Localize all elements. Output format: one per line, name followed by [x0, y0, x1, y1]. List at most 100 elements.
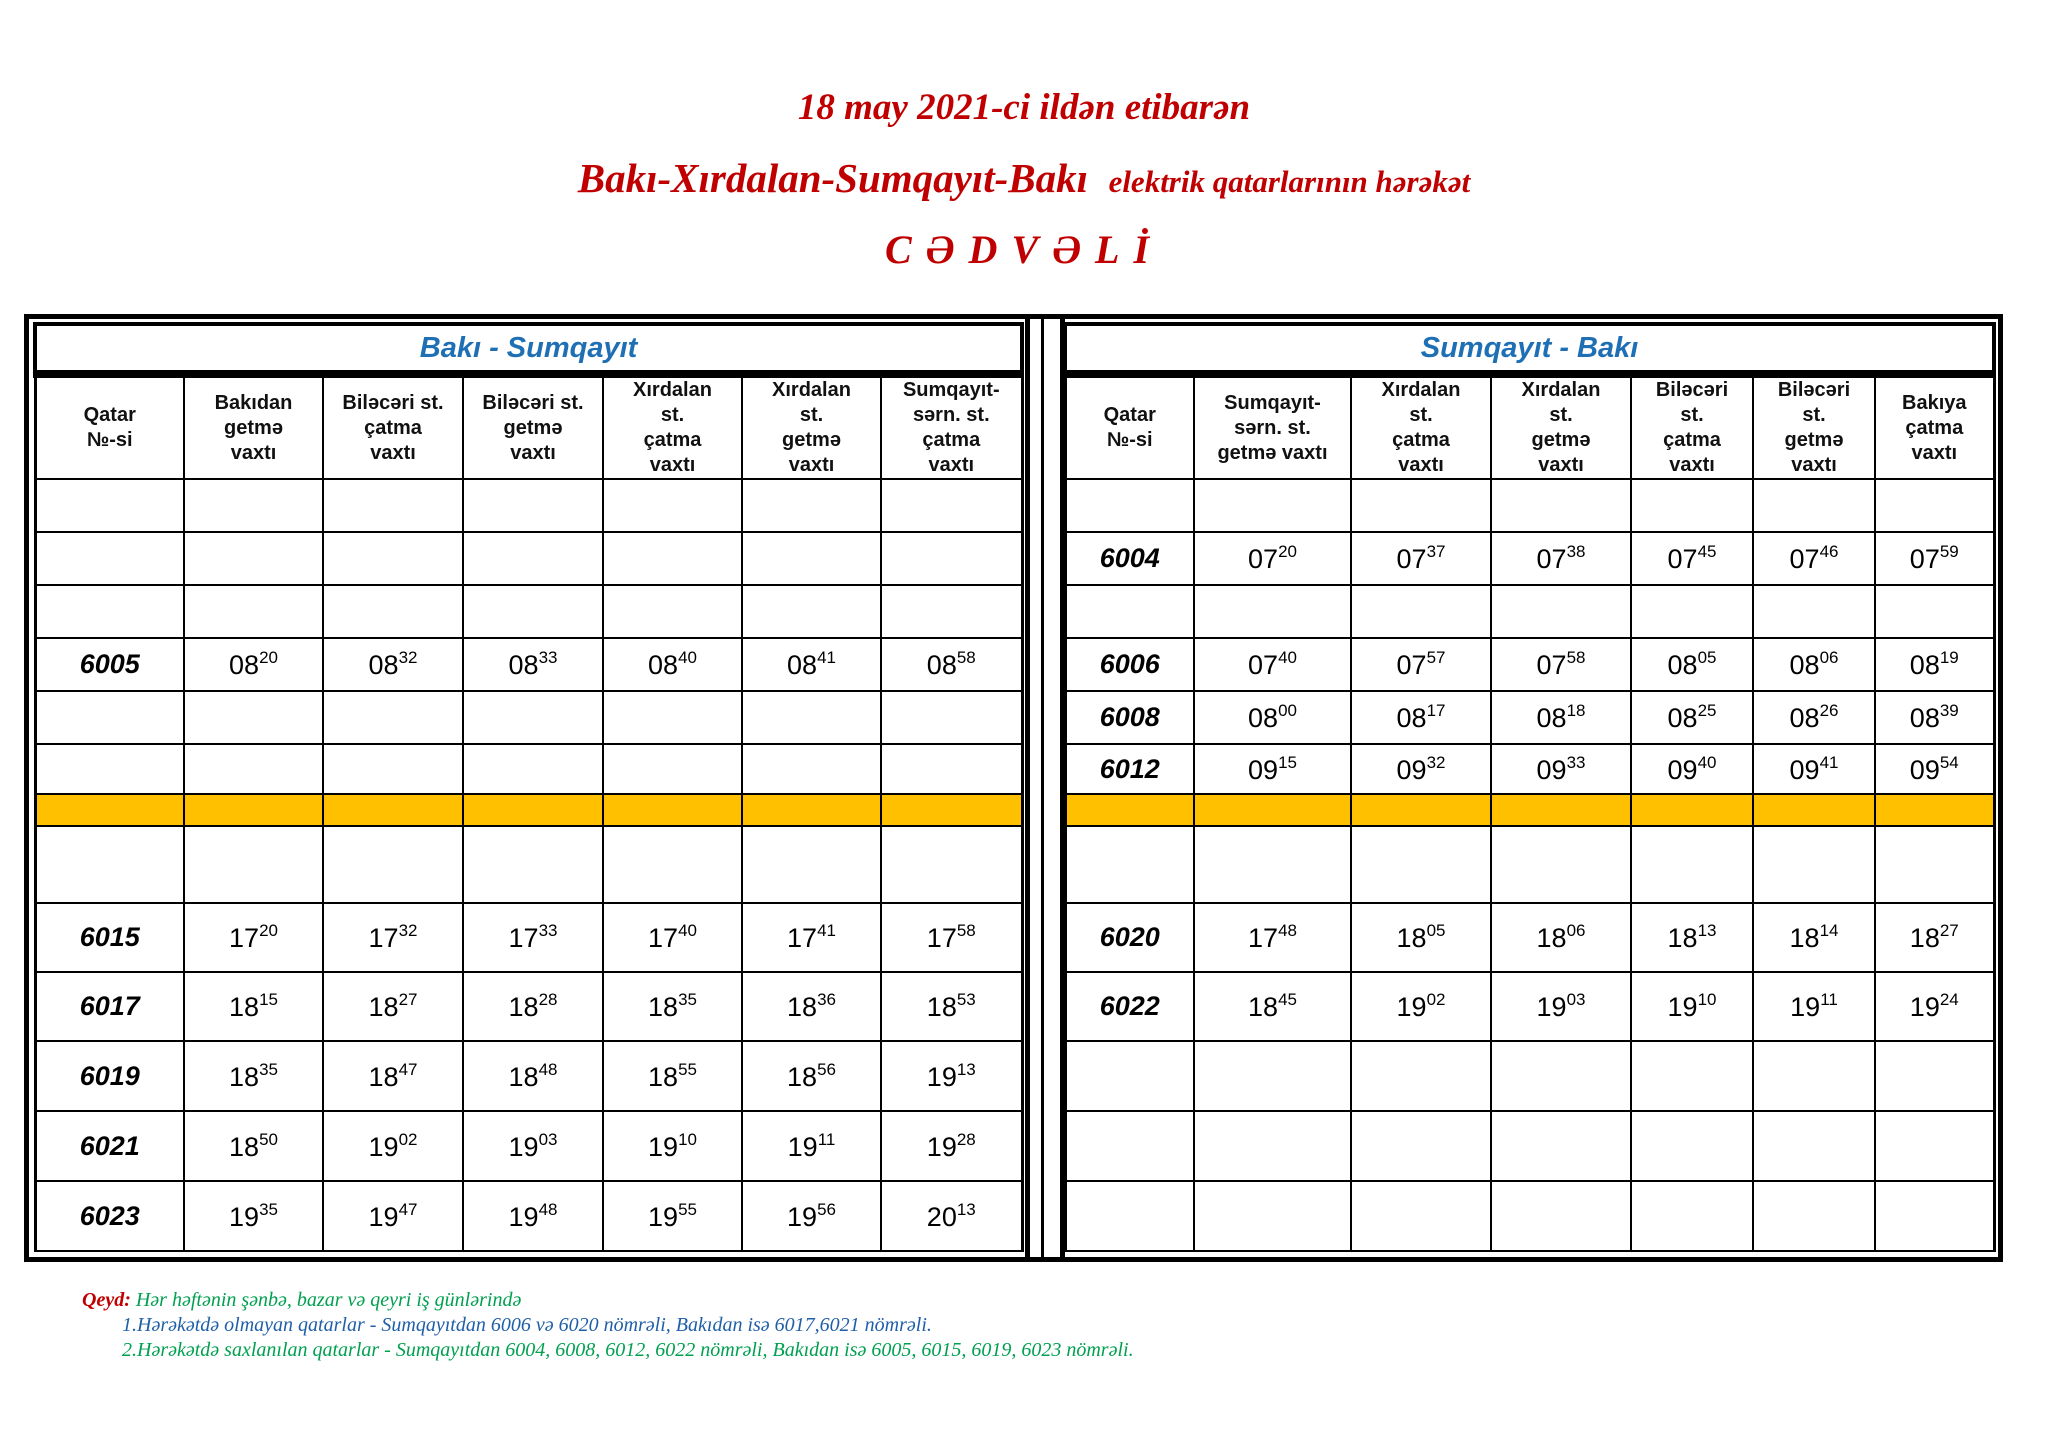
column-header: Qatar №-si — [33, 373, 185, 480]
time-cell — [1873, 1180, 1996, 1252]
time-cell: 0933 — [1490, 743, 1632, 795]
time-cell — [183, 478, 324, 533]
time-cell — [741, 690, 882, 745]
table-divider — [1025, 319, 1065, 1257]
column-header: Sumqayıt-sərn. st. çatma vaxtı — [879, 373, 1024, 480]
column-header: Sumqayıt-sərn. st. getmə vaxtı — [1193, 373, 1352, 480]
time-cell: 0759 — [1873, 531, 1996, 586]
time-cell: 1827 — [322, 971, 464, 1042]
time-cell — [1873, 793, 1996, 827]
column-header: Xırdalan st. getmə vaxtı — [1490, 373, 1632, 480]
time-cell: 0800 — [1193, 690, 1352, 745]
time-cell — [183, 743, 324, 795]
time-cell: 1847 — [322, 1040, 464, 1112]
time-cell: 1813 — [1630, 902, 1754, 973]
time-cell — [1350, 793, 1492, 827]
column-header: Biləcəri st. çatma vaxtı — [1630, 373, 1754, 480]
time-cell — [1490, 793, 1632, 827]
notes: Qeyd: Hər həftənin şənbə, bazar və qeyri… — [82, 1288, 1134, 1363]
train-number — [33, 793, 185, 827]
time-cell: 0832 — [322, 637, 464, 692]
time-cell: 1924 — [1873, 971, 1996, 1042]
time-cell — [462, 690, 604, 745]
right-schedule-table: Sumqayıt - Bakı Qatar №-si Sumqayıt-sərn. s… — [1062, 322, 1997, 1252]
time-cell: 0833 — [462, 637, 604, 692]
time-cell — [183, 690, 324, 745]
time-cell — [1193, 1040, 1352, 1112]
time-cell: 0720 — [1193, 531, 1352, 586]
time-cell: 1903 — [1490, 971, 1632, 1042]
train-number — [33, 690, 185, 745]
time-cell — [322, 531, 464, 586]
time-cell: 0737 — [1350, 531, 1492, 586]
column-header: Xırdalan st. getmə vaxtı — [741, 373, 882, 480]
time-cell — [1752, 825, 1876, 904]
time-cell: 0932 — [1350, 743, 1492, 795]
column-header: Bakıdan getmə vaxtı — [183, 373, 324, 480]
time-cell — [462, 584, 604, 639]
highlight-row — [33, 793, 1024, 827]
time-cell: 1910 — [602, 1110, 743, 1182]
time-cell — [322, 825, 464, 904]
train-number: 6020 — [1063, 902, 1195, 973]
time-cell — [602, 584, 743, 639]
table-row: 6017 1815 1827 1828 1835 1836 1853 — [33, 971, 1024, 1042]
time-cell: 1913 — [879, 1040, 1024, 1112]
timetable-frame: Bakı - Sumqayıt Qatar №-si Bakıdan getmə vaxt… — [24, 314, 2003, 1262]
train-number — [1063, 793, 1195, 827]
table-row: 6020 1748 1805 1806 1813 1814 1827 — [1063, 902, 1996, 973]
train-number — [33, 478, 185, 533]
train-number: 6005 — [33, 637, 185, 692]
time-cell — [1490, 478, 1632, 533]
time-cell — [1630, 1180, 1754, 1252]
time-cell: 1806 — [1490, 902, 1632, 973]
header-row: Qatar №-si Bakıdan getmə vaxtı Biləcəri st. ça… — [33, 373, 1024, 480]
time-cell: 0941 — [1752, 743, 1876, 795]
time-cell: 1845 — [1193, 971, 1352, 1042]
header-row: Qatar №-si Sumqayıt-sərn. st. getmə vaxtı Xı… — [1063, 373, 1996, 480]
time-cell — [1873, 1040, 1996, 1112]
time-cell — [741, 743, 882, 795]
time-cell — [1193, 793, 1352, 827]
table-row: 6021 1850 1902 1903 1910 1911 1928 — [33, 1110, 1024, 1182]
time-cell — [602, 793, 743, 827]
table-row — [33, 690, 1024, 745]
time-cell — [1752, 1040, 1876, 1112]
table-row: 6015 1720 1732 1733 1740 1741 1758 — [33, 902, 1024, 973]
time-cell: 0738 — [1490, 531, 1632, 586]
time-cell — [1752, 1180, 1876, 1252]
time-cell: 2013 — [879, 1180, 1024, 1252]
time-cell — [1630, 584, 1754, 639]
table-row — [1063, 1110, 1996, 1182]
train-number — [1063, 1180, 1195, 1252]
table-row — [1063, 1040, 1996, 1112]
table-row: 6006 0740 0757 0758 0805 0806 0819 — [1063, 637, 1996, 692]
table-row: 6004 0720 0737 0738 0745 0746 0759 — [1063, 531, 1996, 586]
time-cell: 0757 — [1350, 637, 1492, 692]
time-cell — [322, 690, 464, 745]
time-cell: 1732 — [322, 902, 464, 973]
time-cell — [1630, 1040, 1754, 1112]
time-cell: 0806 — [1752, 637, 1876, 692]
time-cell — [1350, 1040, 1492, 1112]
train-number — [33, 825, 185, 904]
time-cell — [1490, 825, 1632, 904]
table-row: 6008 0800 0817 0818 0825 0826 0839 — [1063, 690, 1996, 745]
table-row — [1063, 478, 1996, 533]
table-row — [1063, 584, 1996, 639]
table-row — [33, 825, 1024, 904]
time-cell: 1911 — [1752, 971, 1876, 1042]
column-header: Biləcəri st. getmə vaxtı — [1752, 373, 1876, 480]
time-cell: 0819 — [1873, 637, 1996, 692]
time-cell — [1873, 478, 1996, 533]
time-cell: 1856 — [741, 1040, 882, 1112]
time-cell: 1848 — [462, 1040, 604, 1112]
time-cell — [879, 793, 1024, 827]
time-cell — [183, 793, 324, 827]
time-cell — [1873, 1110, 1996, 1182]
time-cell — [322, 584, 464, 639]
column-header: Biləcəri st. getmə vaxtı — [462, 373, 604, 480]
train-number: 6017 — [33, 971, 185, 1042]
time-cell — [322, 478, 464, 533]
time-cell: 1828 — [462, 971, 604, 1042]
